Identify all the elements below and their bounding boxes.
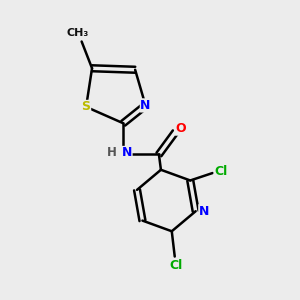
Text: N: N: [122, 146, 132, 160]
Text: S: S: [82, 100, 91, 113]
Text: N: N: [199, 205, 209, 218]
Text: Cl: Cl: [214, 165, 227, 178]
Text: N: N: [140, 99, 151, 112]
Text: Cl: Cl: [169, 259, 183, 272]
Text: H: H: [107, 146, 117, 159]
Text: CH₃: CH₃: [66, 28, 88, 38]
Text: O: O: [175, 122, 186, 135]
